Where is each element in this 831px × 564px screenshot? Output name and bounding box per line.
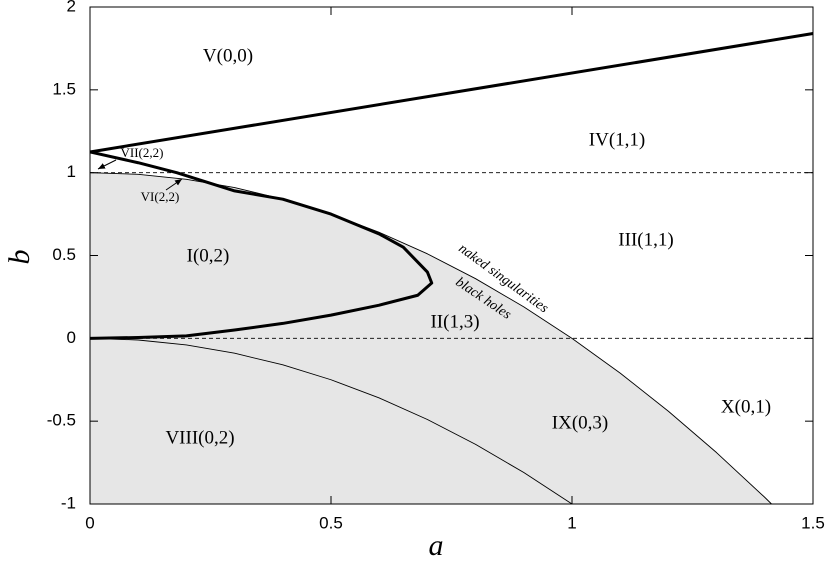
y-tick-label: 1.5 [52,79,76,98]
x-axis-label: a [429,529,444,562]
x-tick-label: 1.5 [801,513,825,532]
x-tick-label: 1 [567,513,576,532]
curve [89,150,434,340]
y-tick-label: 0.5 [52,245,76,264]
y-axis-label: b [3,250,36,265]
y-tick-label: -1 [61,493,76,512]
annotation: VIII(0,2) [165,427,234,448]
annotation: VI(2,2) [141,189,180,204]
x-tick-label: 0.5 [319,513,343,532]
annotation: VII(2,2) [121,145,164,160]
y-tick-label: 1 [67,162,76,181]
annotation: I(0,2) [187,245,230,266]
arrow [165,178,183,191]
y-tick-label: 0 [67,328,76,347]
plot: 0 0.5 1 1.5 -1 -0.5 0 0.5 1 1.5 2 V(0,0) IV(1,1) VII(… [47,0,825,532]
annotation: IV(1,1) [589,129,645,150]
annotation: IX(0,3) [552,412,608,433]
curve [89,32,814,154]
annotation: III(1,1) [618,229,673,250]
y-tick-label: -0.5 [47,411,76,430]
y-tick-label: 2 [67,0,76,15]
annotation: II(1,3) [430,311,479,332]
shaded-region [90,172,772,504]
arrow [97,159,117,170]
annotation: V(0,0) [203,45,253,66]
annotation: X(0,1) [721,396,771,417]
curve [89,337,573,505]
x-tick-label: 0 [85,513,94,532]
